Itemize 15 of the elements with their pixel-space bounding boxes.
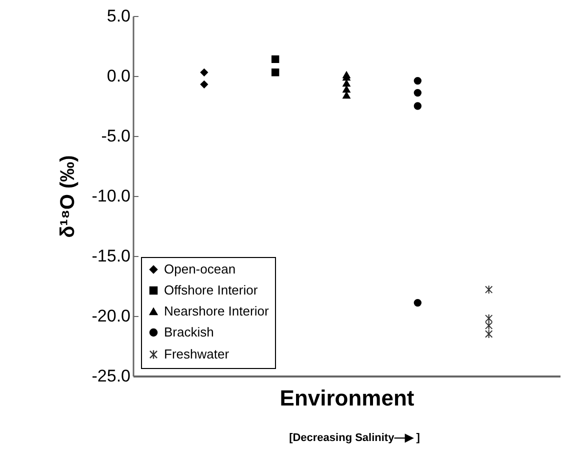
y-tick-label: 0.0 bbox=[106, 66, 130, 86]
y-tick-label: -15.0 bbox=[92, 246, 130, 266]
y-tick-label: -25.0 bbox=[92, 366, 130, 386]
y-axis-title: δ¹⁸O (‰) bbox=[56, 155, 79, 238]
y-tick-label: -5.0 bbox=[101, 126, 130, 146]
y-tick-label: -10.0 bbox=[92, 186, 130, 206]
legend-label: Brackish bbox=[164, 324, 214, 340]
y-tick-label: 5.0 bbox=[106, 6, 130, 26]
text: [Decreasing Salinity—▶ ] bbox=[289, 432, 420, 444]
legend-label: Nearshore Interior bbox=[164, 304, 270, 318]
legend-label: Freshwater bbox=[164, 346, 230, 362]
legend-label: Open-ocean bbox=[164, 262, 236, 276]
y-tick-label: -20.0 bbox=[92, 306, 130, 326]
legend-label: Offshore Interior bbox=[164, 282, 258, 298]
x-axis-title: Environment bbox=[280, 386, 415, 410]
